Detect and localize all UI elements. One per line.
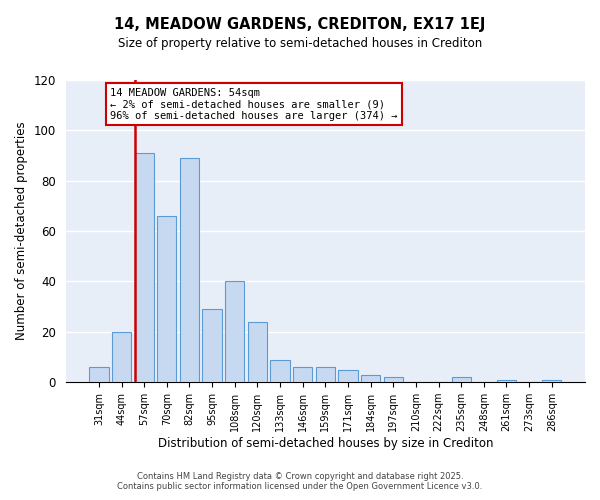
Bar bbox=[542, 380, 562, 382]
Bar bbox=[89, 367, 109, 382]
Bar bbox=[134, 153, 154, 382]
Bar bbox=[248, 322, 267, 382]
Bar bbox=[112, 332, 131, 382]
Bar bbox=[497, 380, 516, 382]
Bar bbox=[202, 309, 222, 382]
Bar bbox=[225, 282, 244, 382]
Text: 14 MEADOW GARDENS: 54sqm
← 2% of semi-detached houses are smaller (9)
96% of sem: 14 MEADOW GARDENS: 54sqm ← 2% of semi-de… bbox=[110, 88, 398, 121]
Text: 14, MEADOW GARDENS, CREDITON, EX17 1EJ: 14, MEADOW GARDENS, CREDITON, EX17 1EJ bbox=[115, 18, 485, 32]
Bar bbox=[316, 367, 335, 382]
Text: Size of property relative to semi-detached houses in Crediton: Size of property relative to semi-detach… bbox=[118, 38, 482, 51]
Bar bbox=[338, 370, 358, 382]
Bar bbox=[383, 377, 403, 382]
X-axis label: Distribution of semi-detached houses by size in Crediton: Distribution of semi-detached houses by … bbox=[158, 437, 493, 450]
Bar bbox=[271, 360, 290, 382]
Text: Contains HM Land Registry data © Crown copyright and database right 2025.: Contains HM Land Registry data © Crown c… bbox=[137, 472, 463, 481]
Bar bbox=[361, 374, 380, 382]
Text: Contains public sector information licensed under the Open Government Licence v3: Contains public sector information licen… bbox=[118, 482, 482, 491]
Y-axis label: Number of semi-detached properties: Number of semi-detached properties bbox=[15, 122, 28, 340]
Bar bbox=[452, 377, 471, 382]
Bar bbox=[180, 158, 199, 382]
Bar bbox=[157, 216, 176, 382]
Bar bbox=[293, 367, 313, 382]
